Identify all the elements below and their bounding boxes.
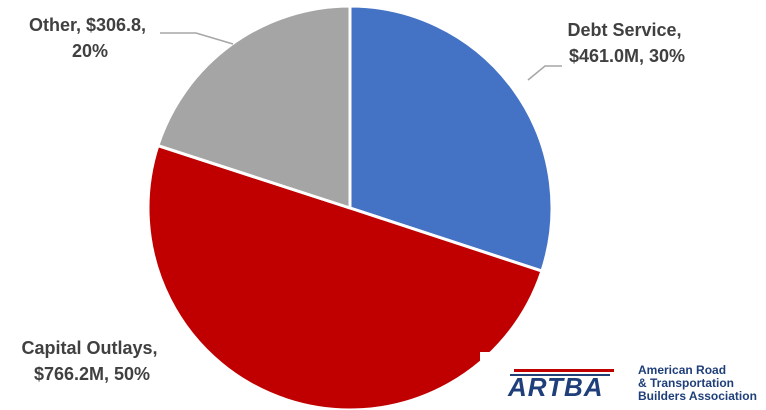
artba-logo-text: American Road & Transportation Builders …: [638, 364, 757, 403]
slice-label-debt-service-line2: $461.0M, 30%: [569, 46, 685, 66]
logo-text-line3: Builders Association: [638, 389, 757, 403]
leader-line-other: [160, 32, 234, 45]
logo-top-stripe-red: [514, 369, 614, 372]
leader-line-debt-service: [527, 65, 562, 81]
logo-wordmark: ARTBA: [507, 372, 604, 398]
slice-label-capital-outlays-line2: $766.2M, 50%: [34, 364, 150, 384]
slice-label-other-line1: Other, $306.8,: [29, 15, 146, 35]
slice-label-capital-outlays: Capital Outlays, $766.2M, 50%: [21, 338, 162, 384]
pie-slices: [146, 4, 554, 410]
slice-label-other-line2: 20%: [72, 41, 108, 61]
slice-capital-outlays: [146, 144, 544, 410]
slice-label-debt-service: Debt Service, $461.0M, 30%: [567, 20, 686, 66]
artba-logo-mark: ARTBA: [507, 369, 614, 398]
logo-text-line2: & Transportation: [638, 376, 735, 390]
logo-text-line1: American Road: [638, 363, 727, 377]
slice-label-capital-outlays-line1: Capital Outlays,: [21, 338, 157, 358]
slice-label-other: Other, $306.8, 20%: [29, 15, 151, 61]
artba-logo: ARTBA American Road & Transportation Bui…: [480, 352, 766, 410]
logo-top-stripe-blue: [510, 374, 610, 376]
slice-label-debt-service-line1: Debt Service,: [567, 20, 681, 40]
slice-other: [156, 4, 352, 210]
slice-debt-service: [348, 4, 554, 273]
